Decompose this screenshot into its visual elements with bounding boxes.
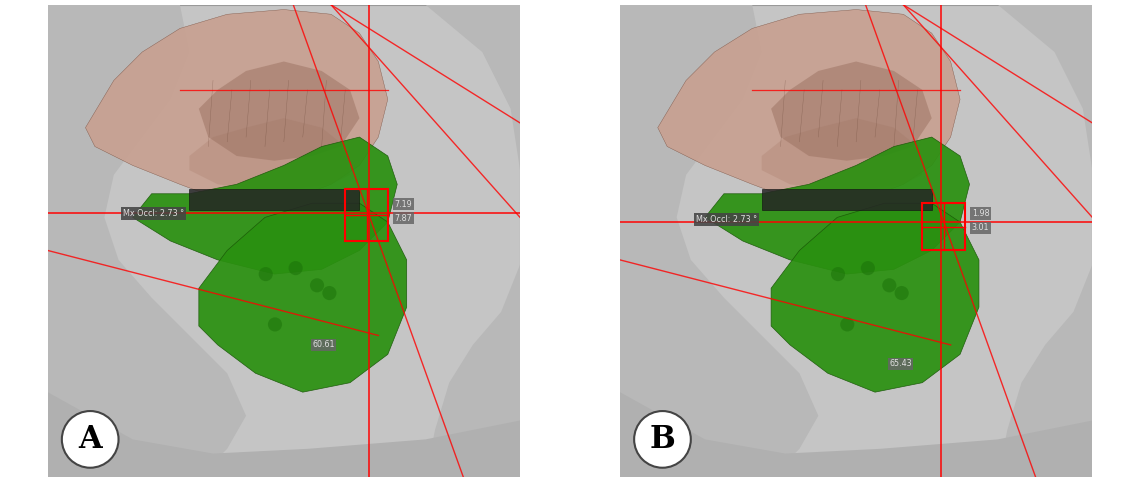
Circle shape bbox=[310, 278, 324, 293]
Polygon shape bbox=[705, 137, 969, 274]
Polygon shape bbox=[771, 203, 979, 392]
Polygon shape bbox=[198, 203, 407, 392]
Circle shape bbox=[268, 317, 282, 332]
Circle shape bbox=[831, 267, 845, 281]
Text: 1.98: 1.98 bbox=[972, 209, 990, 218]
Text: 7.87: 7.87 bbox=[394, 214, 413, 223]
FancyBboxPatch shape bbox=[48, 5, 520, 477]
Circle shape bbox=[259, 267, 272, 281]
Polygon shape bbox=[620, 5, 819, 477]
Circle shape bbox=[634, 411, 691, 468]
Polygon shape bbox=[86, 10, 388, 203]
Polygon shape bbox=[620, 392, 1092, 477]
Text: A: A bbox=[79, 424, 101, 455]
Polygon shape bbox=[48, 392, 520, 477]
Polygon shape bbox=[771, 62, 931, 161]
FancyBboxPatch shape bbox=[189, 189, 359, 210]
Polygon shape bbox=[998, 5, 1092, 477]
Text: 60.61: 60.61 bbox=[312, 340, 335, 349]
Circle shape bbox=[895, 286, 909, 300]
Text: 3.01: 3.01 bbox=[972, 223, 990, 232]
Polygon shape bbox=[762, 118, 922, 189]
FancyBboxPatch shape bbox=[620, 5, 1092, 477]
Circle shape bbox=[882, 278, 896, 293]
Circle shape bbox=[62, 411, 119, 468]
Circle shape bbox=[323, 286, 336, 300]
Text: Mx Occl: 2.73 °: Mx Occl: 2.73 ° bbox=[123, 209, 185, 218]
FancyBboxPatch shape bbox=[762, 189, 931, 210]
Text: 7.19: 7.19 bbox=[394, 200, 413, 209]
Polygon shape bbox=[48, 5, 246, 477]
Polygon shape bbox=[189, 118, 350, 189]
Polygon shape bbox=[425, 5, 520, 477]
Circle shape bbox=[840, 317, 854, 332]
Text: 65.43: 65.43 bbox=[889, 359, 912, 368]
Polygon shape bbox=[198, 62, 359, 161]
Text: B: B bbox=[650, 424, 675, 455]
Circle shape bbox=[861, 261, 876, 275]
Circle shape bbox=[288, 261, 303, 275]
Polygon shape bbox=[132, 137, 397, 274]
Polygon shape bbox=[658, 10, 960, 203]
Text: Mx Occl: 2.73 °: Mx Occl: 2.73 ° bbox=[695, 215, 757, 224]
